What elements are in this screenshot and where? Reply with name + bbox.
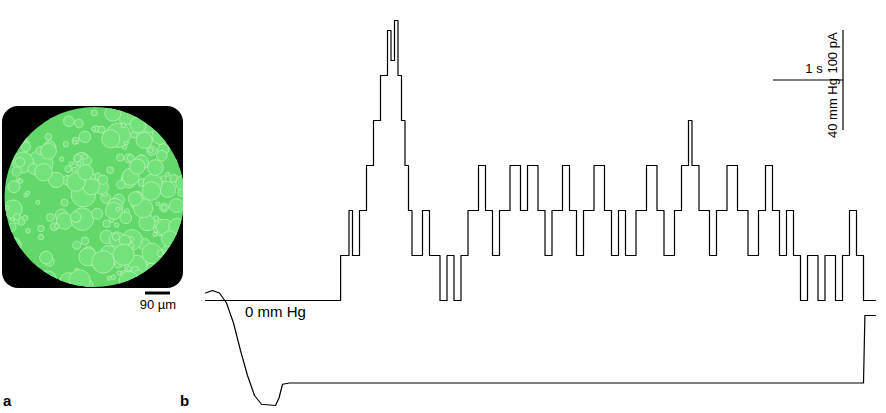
svg-text:90 µm: 90 µm [140, 297, 176, 312]
svg-text:100 pA: 100 pA [825, 32, 840, 74]
svg-text:40 mm Hg: 40 mm Hg [825, 78, 840, 138]
svg-text:a: a [3, 392, 12, 409]
svg-text:0 mm Hg: 0 mm Hg [245, 303, 306, 320]
svg-text:1 s: 1 s [805, 61, 823, 76]
svg-text:b: b [180, 392, 189, 409]
